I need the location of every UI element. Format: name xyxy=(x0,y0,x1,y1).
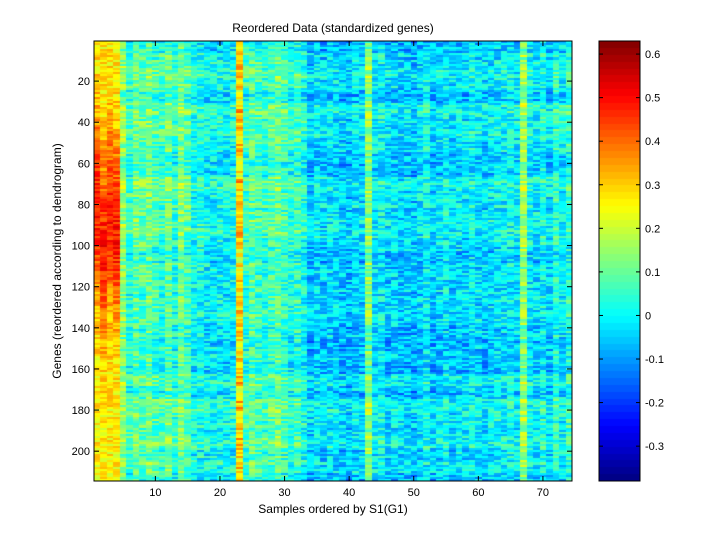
colorbar-tick-label: 0.5 xyxy=(645,93,660,105)
x-tick-label: 40 xyxy=(343,487,355,499)
x-tick-label: 10 xyxy=(149,487,161,499)
colorbar-tick-label: 0 xyxy=(645,310,651,322)
colorbar-tick-label: -0.1 xyxy=(645,354,664,366)
colorbar-tick-label: 0.6 xyxy=(645,49,660,61)
heatmap-frame xyxy=(93,40,573,482)
y-tick-label: 120 xyxy=(72,282,90,294)
y-tick-label: 20 xyxy=(78,76,90,88)
y-tick-label: 180 xyxy=(72,405,90,417)
x-tick-label: 20 xyxy=(214,487,226,499)
y-tick-label: 160 xyxy=(72,364,90,376)
x-tick-label: 70 xyxy=(537,487,549,499)
y-axis: 20 40 60 80 100 120 140 160 180 200 xyxy=(72,76,572,458)
y-tick-label: 40 xyxy=(78,117,90,129)
colorbar-tick-label: -0.3 xyxy=(645,441,664,453)
x-tick-label: 30 xyxy=(278,487,290,499)
y-tick-label: 100 xyxy=(72,241,90,253)
colorbar-tick-label: 0.2 xyxy=(645,223,660,235)
y-tick-label: 200 xyxy=(72,446,90,458)
colorbar-tick-label: 0.1 xyxy=(645,267,660,279)
colorbar-axis: -0.3 -0.2 -0.1 0 0.1 0.2 0.3 0.4 0.5 0.6 xyxy=(599,49,664,453)
heatmap-image xyxy=(94,41,572,481)
colorbar-frame xyxy=(598,40,641,482)
y-tick-label: 60 xyxy=(78,158,90,170)
chart-title: Reordered Data (standardized genes) xyxy=(232,21,433,35)
y-axis-label: Genes (reordered according to dendrogram… xyxy=(50,143,64,378)
colorbar-tick-label: -0.2 xyxy=(645,398,664,410)
colorbar-tick-label: 0.3 xyxy=(645,180,660,192)
x-tick-label: 60 xyxy=(472,487,484,499)
x-axis: 10 20 30 40 50 60 70 xyxy=(149,41,549,499)
colorbar-gradient xyxy=(599,41,640,481)
colorbar-tick-label: 0.4 xyxy=(645,136,660,148)
x-axis-label: Samples ordered by S1(G1) xyxy=(258,502,407,516)
x-tick-label: 50 xyxy=(408,487,420,499)
y-tick-label: 80 xyxy=(78,199,90,211)
y-tick-label: 140 xyxy=(72,323,90,335)
